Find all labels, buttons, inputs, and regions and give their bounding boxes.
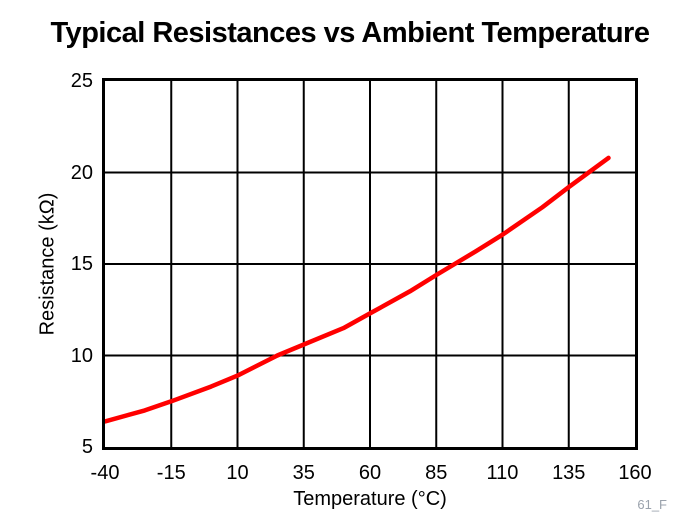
plot-grid-and-curve [105, 81, 635, 447]
x-axis-label: Temperature (°C) [293, 488, 447, 510]
x-tick-label: -40 [90, 462, 120, 484]
figure-number-label: 61_F [637, 497, 667, 512]
x-tick-label: -15 [156, 462, 186, 484]
x-tick-label: 110 [486, 462, 519, 484]
x-tick-label: 35 [292, 462, 315, 484]
resistance-curve [105, 155, 611, 424]
y-tick-label: 25 [70, 70, 93, 92]
y-tick-label: 10 [70, 344, 93, 367]
x-tick-label: 60 [358, 462, 382, 484]
y-tick-label: 15 [70, 253, 93, 275]
x-tick-label: 85 [425, 462, 448, 484]
x-tick-label: 10 [226, 462, 249, 484]
x-tick-label: 135 [552, 462, 586, 484]
plot-area [102, 78, 638, 450]
x-tick-label: 160 [618, 462, 652, 484]
y-tick-label: 5 [81, 436, 93, 458]
chart-title: Typical Resistances vs Ambient Temperatu… [50, 17, 650, 49]
y-tick-label: 20 [70, 161, 93, 184]
